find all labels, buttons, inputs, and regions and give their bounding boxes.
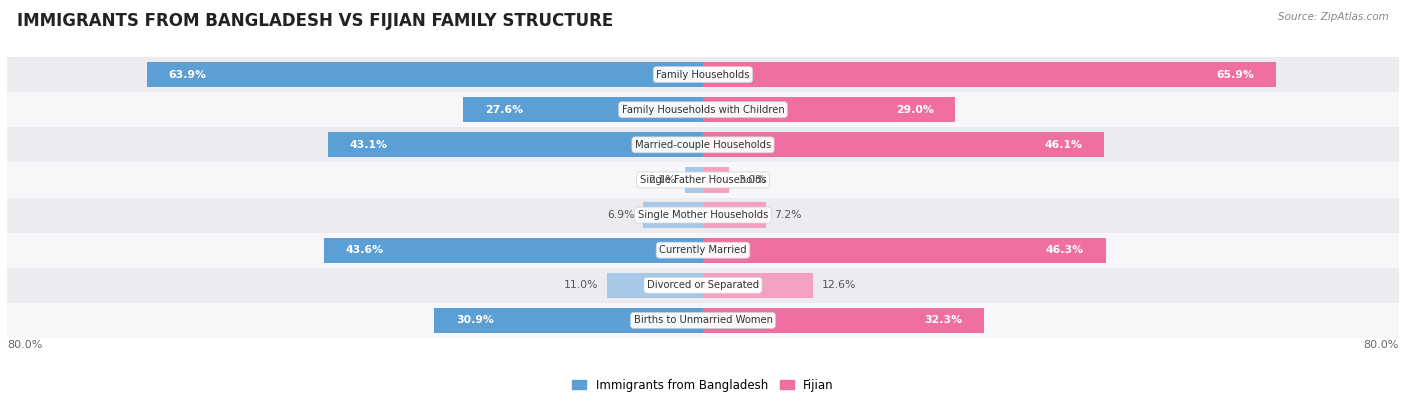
Bar [7,92,1399,127]
Bar [703,97,955,122]
Bar [703,132,1104,158]
Bar [7,127,1399,162]
Text: Currently Married: Currently Married [659,245,747,255]
Text: 2.1%: 2.1% [648,175,676,185]
Bar [434,308,703,333]
Text: Family Households: Family Households [657,70,749,80]
Bar [703,273,813,298]
Text: Family Households with Children: Family Households with Children [621,105,785,115]
Bar [703,202,766,228]
Bar [685,167,703,193]
Text: Single Father Households: Single Father Households [640,175,766,185]
Legend: Immigrants from Bangladesh, Fijian: Immigrants from Bangladesh, Fijian [568,374,838,395]
Text: 27.6%: 27.6% [485,105,523,115]
Bar [703,308,984,333]
Text: 65.9%: 65.9% [1216,70,1254,80]
Bar [148,62,703,87]
Bar [607,273,703,298]
Bar [328,132,703,158]
Text: 12.6%: 12.6% [821,280,856,290]
Bar [323,237,703,263]
Text: 80.0%: 80.0% [7,340,42,350]
Bar [7,198,1399,233]
Bar [7,303,1399,338]
Text: 43.1%: 43.1% [350,140,388,150]
Bar [7,162,1399,198]
Text: IMMIGRANTS FROM BANGLADESH VS FIJIAN FAMILY STRUCTURE: IMMIGRANTS FROM BANGLADESH VS FIJIAN FAM… [17,12,613,30]
Text: Source: ZipAtlas.com: Source: ZipAtlas.com [1278,12,1389,22]
Text: 46.1%: 46.1% [1045,140,1083,150]
Text: Births to Unmarried Women: Births to Unmarried Women [634,315,772,325]
Bar [703,62,1277,87]
Text: 11.0%: 11.0% [564,280,599,290]
Text: 6.9%: 6.9% [607,210,634,220]
Text: 46.3%: 46.3% [1046,245,1084,255]
Text: 29.0%: 29.0% [896,105,934,115]
Bar [7,233,1399,268]
Text: 80.0%: 80.0% [1364,340,1399,350]
Text: 32.3%: 32.3% [924,315,962,325]
Bar [7,57,1399,92]
Text: 3.0%: 3.0% [738,175,765,185]
Text: 43.6%: 43.6% [346,245,384,255]
Bar [463,97,703,122]
Text: 7.2%: 7.2% [775,210,801,220]
Text: Divorced or Separated: Divorced or Separated [647,280,759,290]
Bar [7,268,1399,303]
Bar [703,167,730,193]
Text: Single Mother Households: Single Mother Households [638,210,768,220]
Text: 63.9%: 63.9% [169,70,207,80]
Text: 30.9%: 30.9% [456,315,494,325]
Bar [703,237,1105,263]
Text: Married-couple Households: Married-couple Households [636,140,770,150]
Bar [643,202,703,228]
